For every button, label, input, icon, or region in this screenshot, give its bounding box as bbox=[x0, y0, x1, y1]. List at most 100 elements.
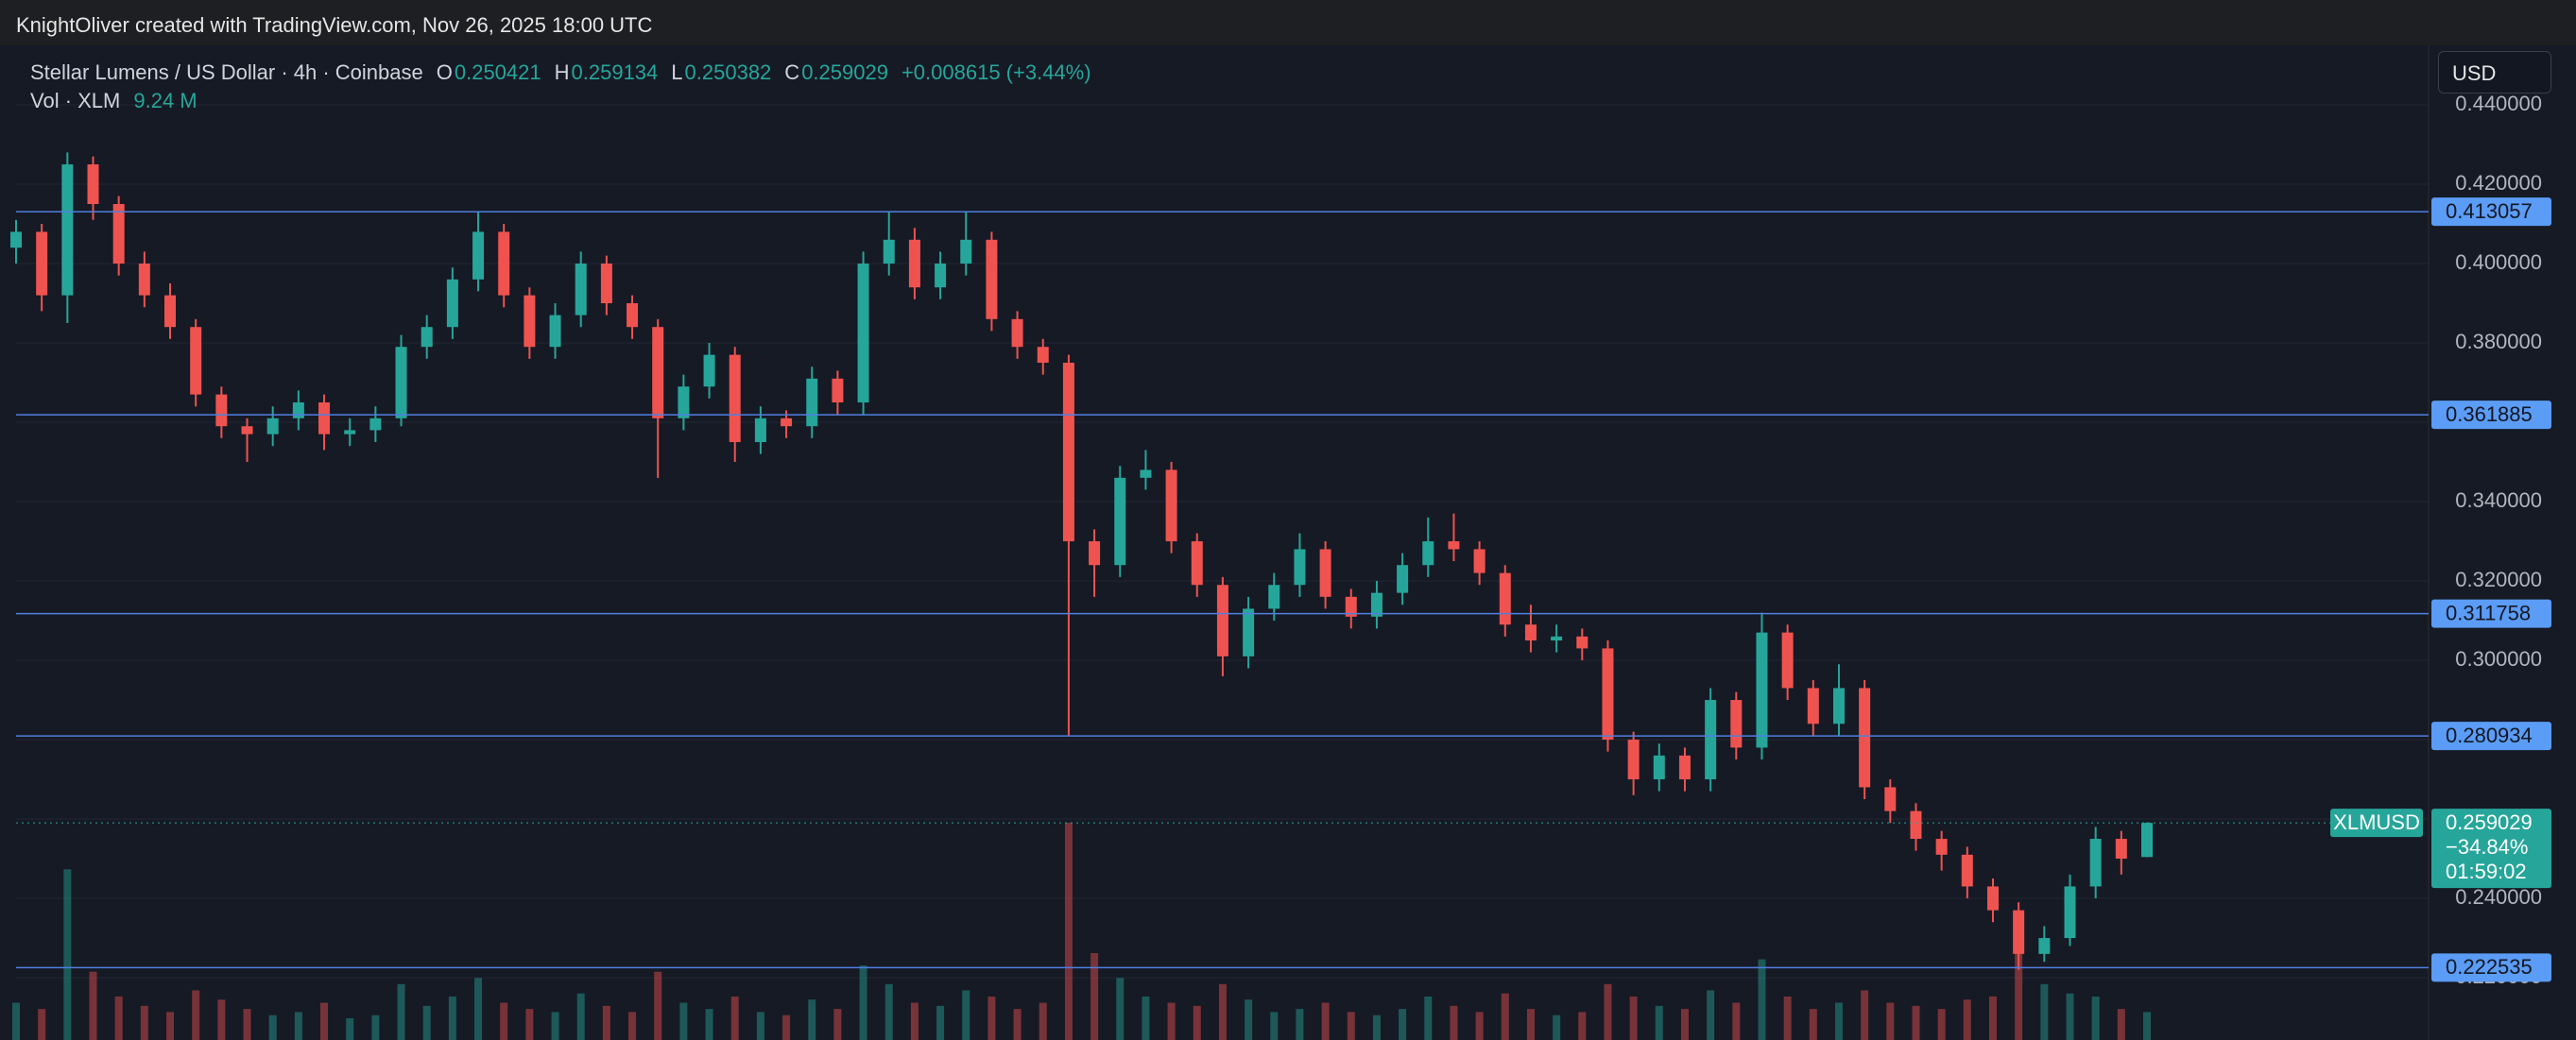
volume-bar bbox=[1347, 1012, 1355, 1040]
candle-body bbox=[2115, 839, 2127, 860]
volume-bar bbox=[1834, 1002, 1843, 1040]
volume-bar bbox=[243, 1009, 251, 1040]
volume-bar bbox=[1655, 1005, 1663, 1040]
candle-body bbox=[1756, 632, 1768, 748]
credit: KnightOliver created with TradingView.co… bbox=[16, 13, 653, 37]
volume-bar bbox=[1912, 1005, 1920, 1040]
volume-bar bbox=[2117, 1009, 2125, 1040]
candle-body bbox=[1448, 541, 1460, 550]
volume-bar bbox=[2015, 946, 2023, 1040]
volume-bar bbox=[1861, 990, 1869, 1040]
volume-bar bbox=[1783, 997, 1792, 1040]
label: C bbox=[784, 60, 800, 84]
candle-body bbox=[36, 231, 48, 296]
volume-bar bbox=[1988, 997, 1997, 1040]
y-tick-label: 0.380000 bbox=[2455, 330, 2542, 353]
candle-body bbox=[446, 279, 458, 328]
volume-bar bbox=[448, 997, 456, 1040]
candle-body bbox=[1345, 596, 1357, 617]
volume-legend: Vol · XLM 9.24 M bbox=[30, 89, 211, 113]
candle-body bbox=[1499, 572, 1511, 625]
volume-bar bbox=[833, 1009, 842, 1040]
label: L bbox=[671, 60, 683, 84]
candle-body bbox=[1370, 592, 1382, 617]
candle-body bbox=[164, 295, 177, 328]
candle-body bbox=[1319, 549, 1331, 597]
candle-body bbox=[1011, 318, 1023, 348]
candle-body bbox=[1268, 585, 1280, 609]
candle-body bbox=[960, 239, 972, 264]
candle-body bbox=[1114, 477, 1126, 566]
volume-bar bbox=[1886, 1002, 1895, 1040]
candle-body bbox=[1089, 541, 1101, 566]
last-change-label: −34.84% bbox=[2446, 835, 2528, 859]
symbol: Stellar Lumens / US Dollar · 4h · Coinba… bbox=[30, 60, 423, 84]
volume-bar bbox=[1091, 953, 1099, 1040]
volume-bar bbox=[38, 1009, 46, 1040]
volume-bar bbox=[1553, 1014, 1561, 1040]
label: Vol · XLM bbox=[30, 89, 121, 112]
candle-body bbox=[292, 402, 304, 418]
candle-body bbox=[2038, 938, 2051, 954]
volume-bar bbox=[1707, 990, 1715, 1040]
volume-bar bbox=[2040, 983, 2049, 1040]
volume-bar bbox=[705, 1009, 713, 1040]
symbol-box bbox=[2330, 809, 2423, 838]
volume-bar bbox=[474, 978, 483, 1040]
symbol-label: XLMUSD bbox=[2333, 810, 2420, 834]
candle-body bbox=[935, 264, 947, 288]
candle-body bbox=[318, 402, 331, 435]
volume-bar bbox=[1321, 1002, 1330, 1040]
volume-bar bbox=[500, 1002, 508, 1040]
candle-body bbox=[1062, 363, 1074, 542]
candle-body bbox=[1551, 636, 1563, 641]
candle-body bbox=[883, 239, 895, 264]
volume-bar bbox=[987, 997, 996, 1040]
candle-body bbox=[61, 164, 74, 296]
candle-body bbox=[1653, 755, 1665, 780]
candle-body bbox=[1910, 810, 1922, 840]
currency-button[interactable]: USD bbox=[2438, 51, 2551, 94]
candle-body bbox=[806, 378, 818, 427]
legend-line: Stellar Lumens / US Dollar · 4h · Coinba… bbox=[30, 60, 1105, 85]
volume-bar bbox=[114, 997, 123, 1040]
level-label: 0.361885 bbox=[2446, 402, 2533, 426]
candle-body bbox=[729, 354, 741, 443]
volume-bar bbox=[1372, 1014, 1381, 1040]
candle-body bbox=[781, 418, 793, 427]
candle-body bbox=[703, 354, 715, 387]
candle-body bbox=[1832, 688, 1845, 725]
volume-bar bbox=[1116, 978, 1125, 1040]
level-label-box bbox=[2431, 722, 2551, 751]
candle-body bbox=[2141, 823, 2153, 858]
volume-bar bbox=[1296, 1009, 1304, 1040]
volume-bar bbox=[89, 971, 97, 1040]
candle-body bbox=[678, 386, 690, 418]
candle-body bbox=[498, 231, 510, 296]
volume-bar bbox=[1245, 999, 1253, 1040]
candle-body bbox=[857, 264, 869, 403]
volume-bar bbox=[371, 1014, 380, 1040]
value: 9.24 M bbox=[133, 89, 197, 112]
level-label-box bbox=[2431, 401, 2551, 430]
candle-body bbox=[266, 418, 279, 435]
volume-bar bbox=[1809, 1009, 1817, 1040]
volume-bar bbox=[1167, 1002, 1176, 1040]
label: H bbox=[554, 60, 570, 84]
volume-bar bbox=[679, 1002, 688, 1040]
volume-bar bbox=[140, 1005, 148, 1040]
level-label: 0.311758 bbox=[2446, 601, 2531, 624]
candle-body bbox=[1397, 565, 1409, 593]
volume-bar bbox=[525, 1009, 534, 1040]
last-price-box bbox=[2431, 809, 2551, 889]
candle-body bbox=[1627, 740, 1640, 780]
candle-body bbox=[600, 264, 612, 304]
candle-body bbox=[1807, 688, 1819, 725]
level-label: 0.280934 bbox=[2446, 724, 2533, 747]
level-label-box bbox=[2431, 599, 2551, 628]
volume-bar bbox=[294, 1012, 302, 1040]
volume-bar bbox=[936, 1005, 945, 1040]
volume-bar bbox=[166, 1012, 175, 1040]
candle-body bbox=[2064, 886, 2076, 939]
